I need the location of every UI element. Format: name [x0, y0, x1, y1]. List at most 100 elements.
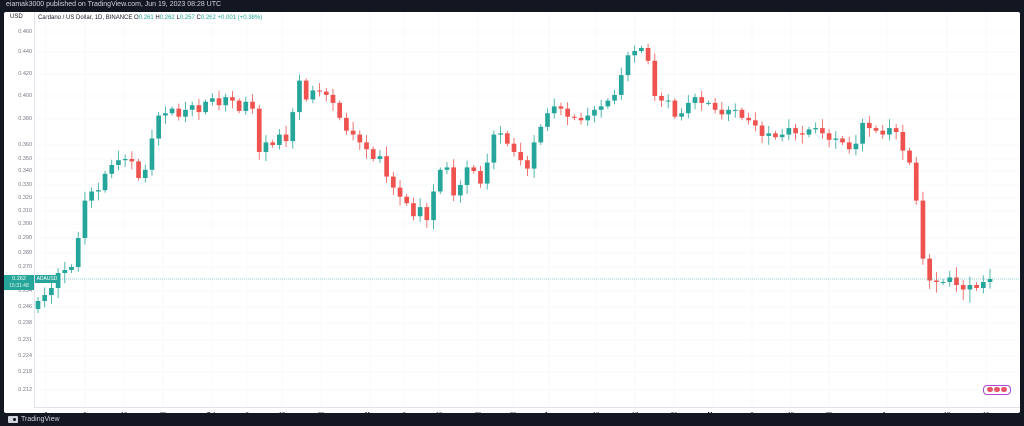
candle-up	[980, 282, 986, 288]
publish-caption: eiamak3000 published on TradingView.com,…	[6, 1, 222, 8]
legend-change: +0.001 (+0.38%)	[217, 15, 263, 21]
time-tick-label: 19	[983, 412, 989, 413]
candle-down	[746, 117, 751, 121]
candle-up	[297, 80, 302, 113]
candle-up	[940, 282, 946, 283]
candle-down	[384, 156, 389, 177]
candle-up	[203, 101, 208, 113]
candle-down	[571, 116, 577, 118]
candle-up	[498, 133, 503, 135]
candle-down	[451, 167, 457, 196]
tradingview-logo[interactable]: TradingView	[8, 416, 60, 423]
price-tick-label: 0.360	[18, 142, 32, 148]
candle-down	[397, 187, 403, 197]
candle-up	[779, 134, 785, 138]
candle-down	[518, 152, 524, 161]
time-tick-label: 24	[671, 412, 677, 413]
candle-down	[558, 106, 564, 109]
time-tick-label: May	[708, 412, 719, 413]
candle-down	[370, 149, 376, 159]
candle-up	[887, 128, 892, 135]
time-tick-label: 2	[44, 412, 47, 413]
candle-up	[89, 191, 94, 201]
candle-up	[531, 142, 537, 169]
candle-down	[330, 94, 336, 103]
candle-up	[183, 109, 188, 117]
candle-up	[49, 288, 54, 295]
time-tick-label: 7	[245, 412, 248, 413]
candle-up	[290, 112, 296, 142]
symbol-badge: ADAUSD	[35, 275, 59, 283]
candle-up	[95, 190, 101, 192]
candle-down	[283, 134, 289, 142]
candle-up	[538, 126, 544, 143]
price-tick-label: 0.300	[18, 221, 32, 227]
candle-up	[310, 90, 316, 100]
price-axis[interactable]: USD 0.460 0.440 0.420 0.400 0.380 0.360 0.350 0…	[4, 12, 35, 407]
price-tick-label: 0.270	[18, 264, 32, 270]
candle-down	[846, 142, 852, 150]
candle-down	[927, 258, 933, 281]
candle-down	[880, 130, 886, 135]
tradingview-logo-icon	[8, 416, 18, 423]
time-tick-label: Jun	[882, 412, 892, 413]
candle-down	[317, 90, 322, 92]
candle-down	[565, 108, 570, 117]
candle-up	[464, 167, 470, 185]
candle-up	[116, 160, 121, 165]
candle-up	[491, 134, 497, 163]
price-tick-label: 0.330	[18, 182, 32, 188]
legend-high-label: H	[155, 15, 160, 21]
candle-down	[873, 128, 879, 131]
time-axis[interactable]: 2 9 16 23 Feb 7 13 20 Mar 7 13 20 26 Apr 10 17 24 May 8 15 2…	[34, 407, 1020, 413]
time-tick-label: 13	[279, 412, 285, 413]
candle-down	[344, 117, 349, 131]
candle-up	[42, 295, 48, 301]
candle-down	[960, 285, 966, 290]
candle-up	[813, 128, 819, 130]
price-tick-label: 0.238	[18, 320, 32, 326]
candle-down	[659, 96, 664, 101]
price-tick-label: 0.290	[18, 235, 32, 241]
legend-open-value: 0.261	[138, 15, 154, 21]
candle-down	[303, 80, 309, 100]
candle-down	[900, 132, 906, 151]
price-tick-label: 0.254	[18, 288, 32, 294]
candle-down	[866, 122, 872, 129]
candle-up	[82, 200, 88, 238]
price-tick-label: 0.340	[18, 168, 32, 174]
time-tick-label: 16	[121, 412, 127, 413]
candle-down	[820, 128, 825, 134]
candle-down	[920, 200, 926, 259]
footer-bar: TradingView	[0, 414, 1024, 426]
candle-down	[471, 167, 477, 171]
candle-up	[987, 279, 993, 282]
candle-down	[504, 133, 510, 144]
last-price-badge: 0.262	[4, 275, 34, 283]
candle-up	[692, 97, 698, 103]
candle-down	[196, 105, 202, 113]
candle-down	[256, 108, 262, 152]
scale-dot-icon	[994, 387, 1000, 392]
candle-down	[974, 285, 979, 288]
candle-up	[142, 169, 148, 178]
candle-up	[639, 48, 644, 51]
candle-up	[585, 115, 591, 121]
candle-down	[404, 196, 410, 204]
candle-up	[806, 129, 812, 135]
legend-close-label: C	[196, 15, 201, 21]
candle-up	[853, 143, 859, 150]
candle-down	[270, 142, 275, 145]
chart-panel[interactable]: USD 0.460 0.440 0.420 0.400 0.380 0.360 0.350 0…	[4, 12, 1020, 413]
candle-up	[417, 207, 423, 217]
candle-up	[243, 101, 249, 111]
candle-up	[766, 133, 772, 136]
candlestick-chart[interactable]	[34, 12, 1020, 407]
scale-toggle-button[interactable]	[983, 385, 1011, 395]
candle-down	[712, 102, 718, 110]
candle-up	[605, 100, 611, 107]
time-tick-label: 12	[944, 412, 950, 413]
time-tick-label: 13	[436, 412, 442, 413]
candle-down	[216, 98, 222, 106]
countdown-badge: 15:31:48	[4, 283, 34, 290]
